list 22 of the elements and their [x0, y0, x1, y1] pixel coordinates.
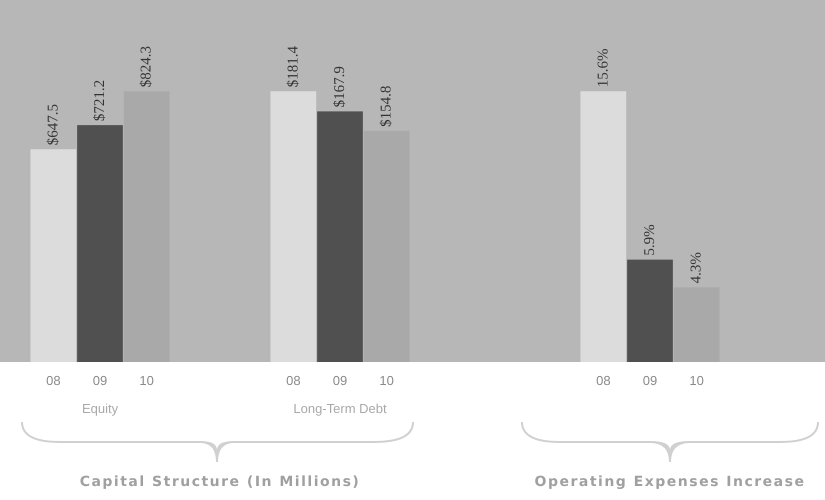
data-label: 5.9% [642, 224, 658, 256]
x-axis-title: Long-Term Debt [293, 401, 387, 416]
text: Capital Structure (In Millions) [80, 474, 360, 490]
x-tick-label: 10 [139, 373, 154, 388]
data-label: $154.8 [378, 86, 395, 127]
text: Operating Expenses Increase [534, 474, 806, 490]
data-label: 15.6% [595, 48, 612, 88]
x-tick-label: 09 [642, 373, 658, 388]
x-axis-title: Equity [82, 401, 119, 416]
data-label: $824.3 [138, 46, 155, 88]
data-label: $167.9 [332, 66, 348, 108]
data-label: 4.3% [688, 252, 705, 284]
x-tick-label: 09 [332, 373, 348, 388]
x-tick-label: 08 [286, 373, 301, 388]
x-tick-label: 09 [92, 373, 108, 388]
data-label: $647.5 [45, 104, 62, 146]
data-label: $721.2 [92, 80, 108, 122]
x-tick-label: 08 [596, 373, 611, 388]
x-tick-label: 08 [46, 373, 61, 388]
x-tick-label: 10 [379, 373, 394, 388]
data-label: $181.4 [285, 45, 302, 88]
x-tick-label: 10 [689, 373, 704, 388]
